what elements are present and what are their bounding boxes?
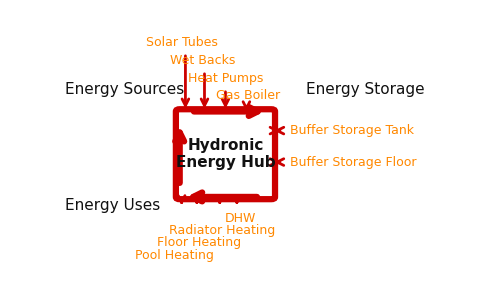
Text: Pool Heating: Pool Heating (134, 249, 214, 262)
Text: Energy Uses: Energy Uses (65, 199, 160, 213)
Text: Energy Storage: Energy Storage (306, 81, 424, 96)
FancyBboxPatch shape (176, 109, 275, 199)
Text: Wet Backs: Wet Backs (170, 53, 235, 67)
Text: Radiator Heating: Radiator Heating (169, 224, 275, 237)
Text: Floor Heating: Floor Heating (157, 236, 241, 249)
Text: Energy Sources: Energy Sources (65, 81, 184, 96)
Text: Solar Tubes: Solar Tubes (146, 36, 217, 48)
Text: Hydronic
Energy Hub: Hydronic Energy Hub (176, 138, 275, 171)
Text: Buffer Storage Floor: Buffer Storage Floor (290, 156, 417, 168)
Text: Gas Boiler: Gas Boiler (216, 89, 280, 102)
Text: Heat Pumps: Heat Pumps (188, 72, 263, 84)
Text: Buffer Storage Tank: Buffer Storage Tank (290, 124, 414, 137)
Text: DHW: DHW (225, 211, 256, 225)
